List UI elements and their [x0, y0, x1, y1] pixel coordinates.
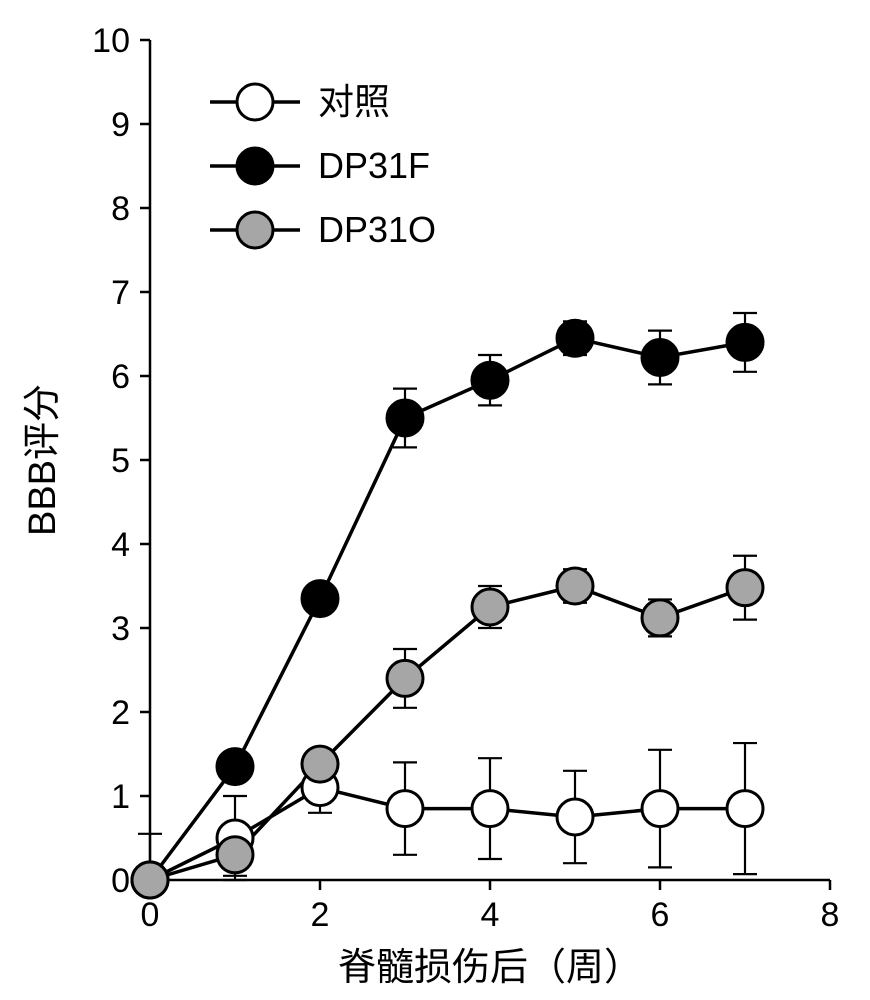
series-marker	[217, 837, 253, 873]
series-marker	[387, 400, 423, 436]
series-marker	[472, 362, 508, 398]
series-marker	[387, 660, 423, 696]
y-tick-label: 8	[111, 190, 130, 228]
series-marker	[302, 746, 338, 782]
y-tick-label: 7	[111, 274, 130, 312]
legend-marker	[237, 148, 273, 184]
legend-label: DP31F	[318, 145, 430, 186]
series-marker	[557, 799, 593, 835]
series-marker	[642, 340, 678, 376]
legend-marker	[237, 212, 273, 248]
series-marker	[132, 862, 168, 898]
x-axis-title: 脊髓损伤后（周）	[338, 947, 642, 989]
x-tick-label: 0	[141, 896, 160, 934]
y-tick-label: 6	[111, 358, 130, 396]
x-tick-label: 4	[481, 896, 500, 934]
x-tick-label: 8	[821, 896, 840, 934]
series-marker	[217, 749, 253, 785]
legend-marker	[237, 84, 273, 120]
series-marker	[387, 791, 423, 827]
series-marker	[472, 791, 508, 827]
bbb-score-chart: 0 1 2 3 4 5 6 7 8 9 10 0 2 4 6 8 BBB评分脊髓损伤后（周） 对照 DP31F DP3…	[0, 0, 870, 1000]
y-tick-label: 9	[111, 106, 130, 144]
legend-label: DP31O	[318, 209, 436, 250]
series-marker	[557, 320, 593, 356]
series-marker	[472, 589, 508, 625]
series-marker	[727, 791, 763, 827]
y-tick-label: 2	[111, 694, 130, 732]
series-marker	[727, 324, 763, 360]
chart-container: 0 1 2 3 4 5 6 7 8 9 10 0 2 4 6 8 BBB评分脊髓损伤后（周） 对照 DP31F DP3…	[0, 0, 870, 1000]
y-tick-label: 10	[92, 22, 130, 60]
y-axis-title: BBB评分	[22, 384, 64, 536]
series-marker	[642, 791, 678, 827]
y-tick-label: 0	[111, 862, 130, 900]
series-marker	[642, 600, 678, 636]
series-marker	[727, 570, 763, 606]
y-tick-label: 1	[111, 778, 130, 816]
series-marker	[302, 581, 338, 617]
y-tick-label: 4	[111, 526, 130, 564]
series-marker	[557, 568, 593, 604]
legend-label: 对照	[318, 81, 390, 122]
y-tick-label: 5	[111, 442, 130, 480]
x-tick-label: 6	[651, 896, 670, 934]
x-tick-label: 2	[311, 896, 330, 934]
y-tick-label: 3	[111, 610, 130, 648]
